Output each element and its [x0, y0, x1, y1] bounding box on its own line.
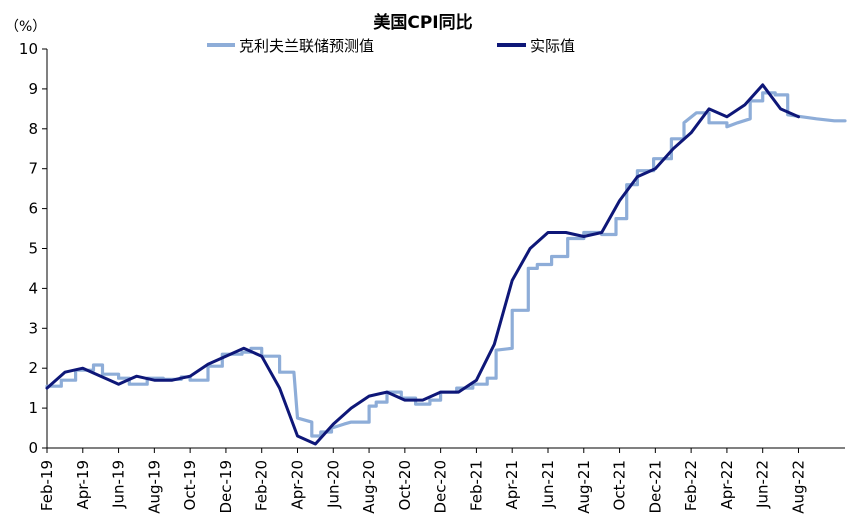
y-tick-label: 5 — [28, 240, 38, 258]
x-tick-label: Dec-20 — [432, 460, 450, 514]
y-tick-label: 0 — [28, 439, 38, 457]
x-tick-label: Apr-21 — [503, 460, 521, 510]
x-tick-label: Feb-19 — [38, 460, 56, 511]
y-tick-label: 7 — [28, 160, 38, 178]
x-tick-label: Jun-22 — [754, 460, 772, 509]
axes — [46, 49, 845, 449]
x-tick-label: Apr-22 — [718, 460, 736, 510]
x-tick-label: Jun-21 — [539, 460, 557, 509]
x-tick-label: Feb-20 — [253, 460, 271, 511]
legend-label-forecast: 克利夫兰联储预测值 — [239, 37, 374, 55]
y-tick-label: 6 — [28, 200, 38, 218]
chart-title: 美国CPI同比 — [373, 12, 472, 33]
x-tick-label: Aug-19 — [145, 460, 163, 514]
y-tick-label: 2 — [28, 359, 38, 377]
series-line-forecast — [45, 91, 847, 438]
series-line-actual — [45, 83, 800, 446]
x-tick-label: Feb-22 — [682, 460, 700, 511]
legend-label-actual: 实际值 — [530, 37, 575, 55]
x-tick-label: Dec-19 — [217, 460, 235, 514]
y-tick-label: 1 — [28, 399, 38, 417]
y-tick-label: 9 — [28, 80, 38, 98]
x-tick-label: Oct-21 — [611, 460, 629, 510]
x-tick-label: Feb-21 — [467, 460, 485, 511]
x-tick-label: Jun-20 — [324, 460, 342, 509]
x-tick-label: Oct-20 — [396, 460, 414, 510]
x-tick-label: Aug-21 — [575, 460, 593, 514]
x-tick-label: Oct-19 — [181, 460, 199, 510]
legend: 克利夫兰联储预测值 实际值 — [207, 37, 575, 55]
y-tick-label: 8 — [28, 120, 38, 138]
x-tick-label: Dec-21 — [646, 460, 664, 514]
series-layer — [45, 83, 847, 446]
x-tick-label: Jun-19 — [110, 460, 128, 509]
x-axis-ticks: Feb-19 Apr-19 Jun-19 Aug-19 Oct-19 Dec-19 Feb-… — [38, 448, 807, 514]
x-tick-label: Apr-20 — [288, 460, 306, 510]
x-tick-label: Apr-19 — [74, 460, 92, 510]
y-tick-label: 4 — [28, 279, 38, 297]
y-axis-ticks: 0 1 2 3 4 5 6 7 8 9 10 — [19, 40, 47, 457]
x-tick-label: Aug-22 — [789, 460, 807, 514]
x-tick-label: Aug-20 — [360, 460, 378, 514]
y-tick-label: 3 — [28, 319, 38, 337]
y-tick-label: 10 — [19, 40, 38, 58]
y-axis-unit-label: （%） — [5, 19, 46, 35]
